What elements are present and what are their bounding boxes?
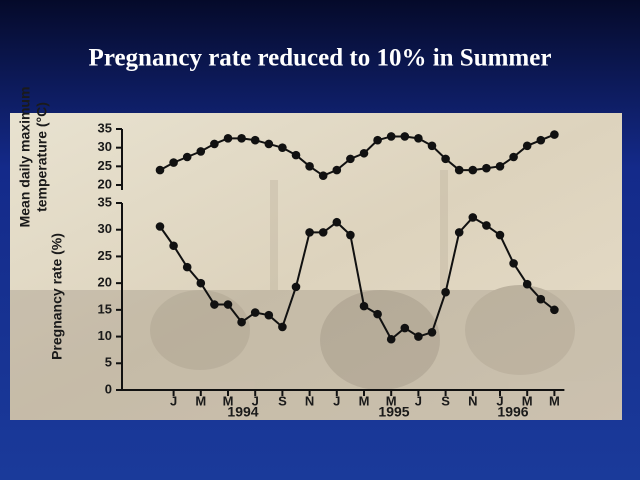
data-point xyxy=(237,317,246,327)
data-point xyxy=(386,132,396,141)
data-point xyxy=(264,139,274,149)
data-point xyxy=(332,165,342,175)
data-point xyxy=(482,221,491,230)
x-tick-label: N xyxy=(305,393,314,408)
data-point xyxy=(441,154,450,164)
y-tick-label: 0 xyxy=(105,381,112,396)
year-label: 1994 xyxy=(227,404,258,420)
photo-texture xyxy=(10,170,622,420)
data-point xyxy=(155,165,165,175)
x-tick-label: M xyxy=(223,393,234,408)
data-point xyxy=(468,165,478,175)
x-tick-label: M xyxy=(386,393,397,408)
y-tick-label: 15 xyxy=(98,301,112,316)
x-tick-label: N xyxy=(468,393,477,408)
year-label: 1996 xyxy=(497,404,528,420)
data-point xyxy=(400,132,410,141)
data-point xyxy=(373,135,382,145)
data-point xyxy=(346,154,355,164)
data-point xyxy=(550,305,559,315)
data-point xyxy=(346,230,355,240)
y-tick-label: 5 xyxy=(105,355,112,370)
slide-title: Pregnancy rate reduced to 10% in Summer xyxy=(89,45,552,72)
data-point xyxy=(495,162,505,171)
data-point xyxy=(196,147,206,156)
data-point xyxy=(210,300,219,309)
data-point xyxy=(278,143,287,152)
x-tick-label: J xyxy=(415,393,422,408)
data-point xyxy=(318,228,328,237)
y-axis-label: temperature (°C) xyxy=(34,102,50,212)
x-tick-label: S xyxy=(278,393,287,408)
data-point xyxy=(305,162,314,171)
x-tick-label: J xyxy=(333,393,340,408)
data-point xyxy=(169,241,178,251)
data-point xyxy=(223,134,233,143)
data-point xyxy=(495,230,505,240)
y-tick-label: 30 xyxy=(98,139,112,154)
data-point xyxy=(522,279,532,289)
data-point xyxy=(291,150,301,160)
y-tick-label: 25 xyxy=(98,248,112,263)
x-tick-label: J xyxy=(170,393,177,408)
photo-background xyxy=(10,113,622,420)
y-axis-label: Mean daily maximum xyxy=(17,87,33,228)
data-point xyxy=(414,134,423,143)
data-point xyxy=(373,309,382,319)
data-point xyxy=(182,262,192,272)
data-point xyxy=(182,152,192,162)
x-tick-label: S xyxy=(441,393,450,408)
x-tick-label: M xyxy=(359,393,370,408)
data-point xyxy=(427,327,437,337)
data-point xyxy=(454,228,464,237)
data-point xyxy=(386,334,396,344)
data-point xyxy=(291,282,301,292)
data-point xyxy=(536,294,546,304)
data-point xyxy=(454,165,464,175)
data-point xyxy=(550,130,559,139)
x-tick-label: M xyxy=(195,393,206,408)
data-point xyxy=(318,171,328,180)
x-tick-label: M xyxy=(522,393,533,408)
data-point xyxy=(509,152,518,162)
data-point xyxy=(196,278,206,288)
data-point xyxy=(210,139,219,149)
data-point xyxy=(536,135,546,145)
y-tick-label: 35 xyxy=(98,120,112,135)
data-point xyxy=(264,310,274,320)
data-point xyxy=(332,217,342,227)
data-point xyxy=(522,141,532,151)
x-tick-label: J xyxy=(252,393,259,408)
y-tick-label: 10 xyxy=(98,328,112,343)
y-tick-label: 35 xyxy=(98,194,112,209)
x-tick-label: J xyxy=(496,393,503,408)
y-axis-label: Pregnancy rate (%) xyxy=(49,233,65,360)
data-point xyxy=(509,259,518,268)
year-label: 1995 xyxy=(378,404,409,420)
data-point xyxy=(414,332,423,341)
y-tick-label: 20 xyxy=(98,275,112,290)
data-point xyxy=(441,287,450,297)
data-point xyxy=(169,158,178,167)
data-point xyxy=(468,213,478,222)
plot: 20 25 30 35 Mean daily maximum temperature (°… xyxy=(17,87,565,420)
data-point xyxy=(400,323,410,333)
data-point xyxy=(359,301,369,311)
data-point xyxy=(155,222,165,231)
x-tick-label: M xyxy=(549,393,560,408)
data-point xyxy=(359,148,369,158)
data-point xyxy=(250,308,260,317)
y-tick-label: 30 xyxy=(98,221,112,236)
data-point xyxy=(278,322,287,332)
data-point xyxy=(237,134,246,143)
data-point xyxy=(305,228,314,237)
data-point xyxy=(223,300,233,309)
y-tick-label: 25 xyxy=(98,158,112,173)
data-point xyxy=(482,163,491,173)
y-tick-label: 20 xyxy=(98,176,112,191)
data-point xyxy=(427,141,437,151)
data-point xyxy=(250,135,260,145)
